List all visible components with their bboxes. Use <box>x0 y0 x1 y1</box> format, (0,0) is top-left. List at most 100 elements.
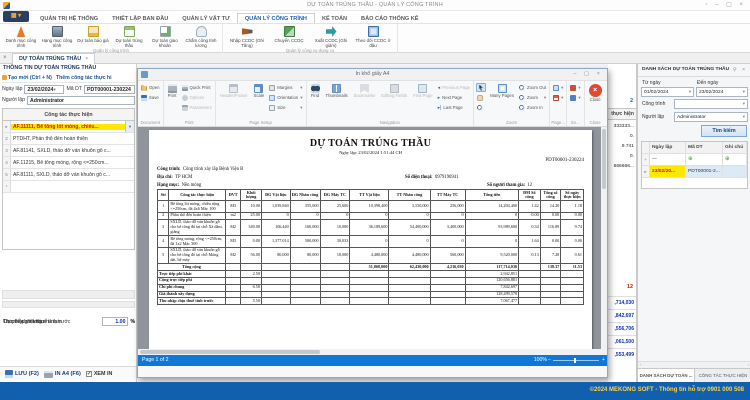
zoom-out-button[interactable]: Zoom Out <box>518 83 547 92</box>
close-all-tabs-icon[interactable]: × <box>3 55 7 61</box>
margins-button[interactable]: Margins ▾ <box>268 83 303 92</box>
save-button[interactable]: LƯU (F2) <box>5 370 39 378</box>
window-controls[interactable]: ▫ – ▢ × <box>705 2 746 8</box>
close-preview-button[interactable]: × Close <box>587 83 604 104</box>
add-task-link[interactable]: Thêm công tác thực hi <box>55 74 112 81</box>
quick-print-button[interactable]: Quick Print <box>181 83 213 92</box>
ribbon-button[interactable]: Dự toán trúng thầu <box>111 25 147 48</box>
parameters-button[interactable]: Parameters <box>181 103 213 112</box>
task-row[interactable]: 5 AF.81111, SXLD, tháo dỡ ván khuôn gỗ c… <box>3 169 134 181</box>
app-logo-icon <box>3 2 10 9</box>
info-panel: THÔNG TIN DỰ TOÁN TRÚNG THẦU Tạo mới (Ct… <box>0 64 137 382</box>
row-combo-arrow-icon[interactable]: ▾ <box>125 121 134 132</box>
many-pages-button[interactable]: Many Pages <box>488 83 516 100</box>
last-page-button[interactable]: ▸| Last Page <box>437 104 463 111</box>
orientation-button[interactable]: Orientation ▾ <box>268 93 303 102</box>
print-a4-button[interactable]: IN A4 (F6) <box>43 370 81 378</box>
ribbon-button[interactable]: Dự toán giao khoán <box>147 25 183 48</box>
preview-vertical-scrollbar[interactable] <box>601 127 607 355</box>
thumbnails-icon <box>332 84 342 93</box>
tab-cong-tac-thuc-hien[interactable]: CÔNG TÁC THỰC HIỆN <box>698 373 748 378</box>
ma-dt-input[interactable]: PDT00001-230224 <box>84 84 135 94</box>
background-value: 2 <box>630 98 633 104</box>
panel-horizontal-scrollbar[interactable]: ‹ › <box>638 361 750 368</box>
ribbon-tab[interactable]: THIẾT LẬP BAN ĐẦU <box>112 16 169 22</box>
task-row[interactable]: 4 AF.11215, Bê tông móng, rộng <=250cm..… <box>3 157 134 169</box>
print-preview-dialog: In khổ giấy A4 – ▢ × Open Save Document … <box>137 68 608 378</box>
search-button[interactable]: Tìm kiếm <box>701 125 747 137</box>
ngay-lap-input[interactable]: 23/02/2024▾ <box>24 84 65 94</box>
print-button[interactable]: Print <box>166 83 179 100</box>
export-document-button[interactable]: ▾ <box>569 83 581 92</box>
tab-danh-sach-du-toan[interactable]: DANH SÁCH DỰ TOÁN ... <box>638 369 695 382</box>
task-row[interactable]: 3 AF.81141, SXLD, tháo dỡ ván khuôn gỗ c… <box>3 145 134 157</box>
zoom-out-control[interactable]: − <box>547 356 551 363</box>
gear-icon <box>181 94 188 101</box>
task-row-new[interactable]: * <box>3 181 134 193</box>
tab-close-icon[interactable]: × <box>85 56 89 62</box>
printer-icon <box>181 84 188 91</box>
preview-area[interactable]: DỰ TOÁN TRÚNG THẦU Ngày lập: 23/02/2024 … <box>138 127 607 355</box>
preview-toolbar: Open Save Document Print Quick Print Opt… <box>138 81 607 127</box>
tu-ngay-input[interactable]: 01/02/2024 ▾ <box>641 87 694 97</box>
result-row-selected[interactable]: ▸ 23/02/20... PDT00001-2... <box>642 166 747 178</box>
zoom-in-control[interactable]: + <box>601 356 605 363</box>
cong-trinh-input[interactable]: ▾ <box>674 99 748 109</box>
ribbon-tab[interactable]: QUẢN LÝ VẬT TƯ <box>182 16 230 22</box>
ribbon-tab[interactable]: BÁO CÁO THỐNG KÊ <box>361 16 419 22</box>
task-row[interactable]: 2 PTDHT, Phần thô đến hoàn thiện <box>3 133 134 145</box>
task-row-selected[interactable]: ▸ AF.11111, Bê tông lót móng, chiều... ▾ <box>3 121 134 133</box>
pointer-tool-button[interactable] <box>476 83 487 92</box>
preview-horizontal-scrollbar[interactable] <box>138 349 603 355</box>
thumbnails-button[interactable]: Thumbnails <box>324 83 350 100</box>
header-footer-button[interactable]: Header/Footer <box>218 83 250 100</box>
editing-fields-button[interactable]: Editing Fields <box>379 83 409 100</box>
hand-tool-button[interactable] <box>476 93 486 102</box>
ribbon-tab-active[interactable]: QUẢN LÝ CÔNG TRÌNH <box>236 13 315 23</box>
zoom-slider[interactable] <box>553 358 599 363</box>
app-menu-button[interactable]: ▦ ▾ <box>3 11 29 22</box>
ma-dt-label: Mã DT <box>66 86 83 92</box>
ribbon-button[interactable]: Dự toán báo giá <box>75 25 111 43</box>
view-print-checkbox[interactable]: ✓ XEM IN <box>85 371 113 377</box>
options-button[interactable]: Options <box>181 93 213 102</box>
next-page-button[interactable]: ▸ Next Page <box>437 94 463 101</box>
zoom-button[interactable]: Zoom ▾ <box>518 93 547 102</box>
ribbon-button[interactable]: Theo dõi CCDC ở đâu <box>352 25 394 48</box>
bookmarks-button[interactable]: Bookmarks <box>352 83 378 100</box>
percent-input[interactable]: 1.00 <box>102 317 129 326</box>
first-page-button[interactable]: First Page <box>411 83 435 100</box>
nguoi-lap-input[interactable]: Administrator ▾ <box>674 112 748 122</box>
send-document-button[interactable]: ▾ <box>569 93 581 102</box>
report-code: PDT00001-230224 <box>545 158 584 163</box>
den-ngay-input[interactable]: 23/02/2024 ▾ <box>696 87 748 97</box>
ribbon-button[interactable]: Hạng mục công trình <box>39 25 75 48</box>
magnifier-tool-button[interactable] <box>476 103 486 112</box>
nguoi-lap-input[interactable]: Administrator <box>27 95 135 105</box>
tab-du-toan-trung-thau[interactable]: DỰ TOÁN TRÚNG THẦU × <box>12 53 96 64</box>
chevron-down-icon: ▾ <box>53 86 56 92</box>
create-new-link[interactable]: Tạo mới (Ctrl + N) <box>2 75 52 81</box>
ribbon-button[interactable]: Chuyển CCDC <box>268 25 310 43</box>
ribbon-tab[interactable]: KẾ TOÁN <box>321 16 348 22</box>
save-button[interactable]: Save <box>140 93 161 102</box>
background-red-value: 12 <box>627 284 633 290</box>
zoom-in-button[interactable]: Zoom In <box>518 103 547 112</box>
zoom-out-icon <box>518 84 525 91</box>
open-button[interactable]: Open <box>140 83 161 92</box>
page-color-button[interactable]: ▾ <box>552 93 564 102</box>
filter-row[interactable]: + — ⊕ ⊕ <box>642 154 747 166</box>
ribbon-tab[interactable]: QUẢN TRỊ HỆ THỐNG <box>40 16 99 22</box>
previous-page-button[interactable]: ◂ Previous Page <box>437 84 471 91</box>
ribbon-button[interactable]: Danh mục công trình <box>3 25 39 48</box>
find-button[interactable]: Find <box>309 83 322 100</box>
ribbon-button[interactable]: Nhập CCDC (Ghi Tăng) <box>226 25 268 48</box>
scale-button[interactable]: Scale <box>251 83 266 100</box>
ribbon-button[interactable]: Chấm công tính lương <box>183 25 219 48</box>
ribbon-button[interactable]: Xuất CCDC (Ghi giảm) <box>310 25 352 48</box>
watermark-button[interactable]: ▾ <box>552 83 564 92</box>
dialog-window-controls[interactable]: – ▢ × <box>573 71 603 77</box>
size-button[interactable]: Size ▾ <box>268 103 303 112</box>
action-links: Tạo mới (Ctrl + N) Thêm công tác thực hi <box>2 73 135 83</box>
report-column-header: TT Vật liệu <box>349 188 390 202</box>
